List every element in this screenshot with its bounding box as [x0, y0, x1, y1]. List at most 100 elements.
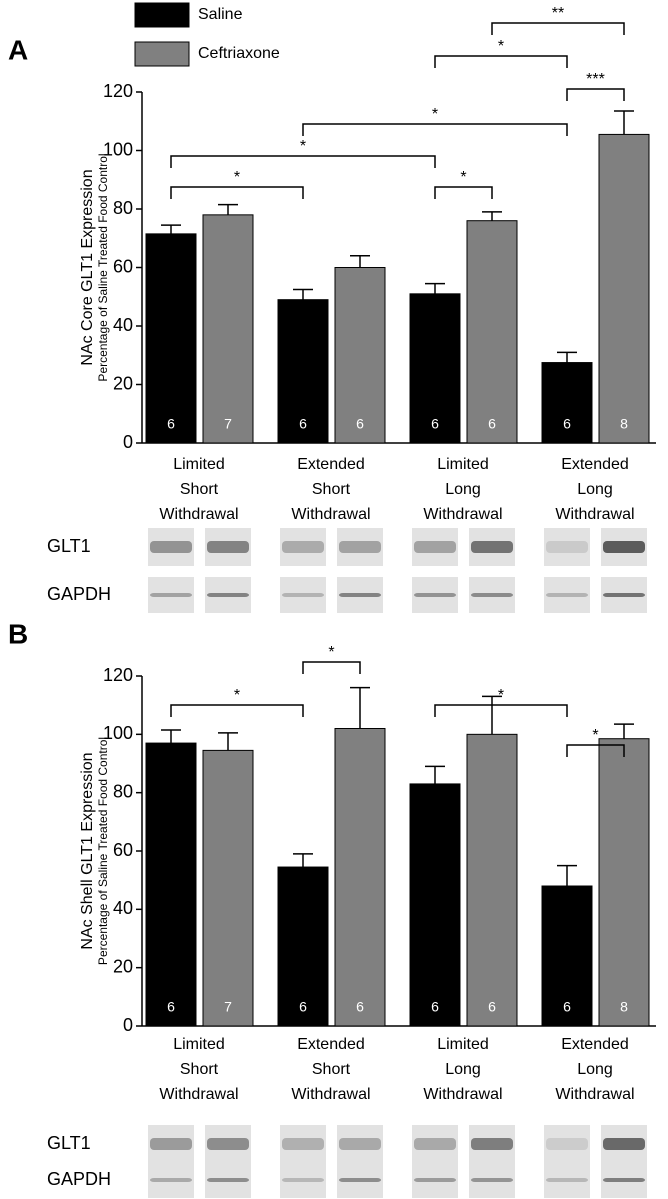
legend-swatch — [134, 41, 190, 67]
blot-lane — [280, 1125, 326, 1163]
n-label: 6 — [431, 416, 439, 432]
blot-lane — [544, 1162, 590, 1198]
significance-label: * — [432, 106, 438, 123]
x-tick-label: Long — [577, 481, 613, 498]
bar — [334, 728, 386, 1027]
y-tick-label: 120 — [103, 665, 133, 685]
x-tick-label: Limited — [173, 456, 225, 473]
significance-label: * — [498, 38, 504, 55]
bar — [541, 885, 593, 1027]
blot-label: GLT1 — [47, 536, 91, 556]
significance-label: * — [592, 727, 598, 744]
n-label: 8 — [620, 999, 628, 1015]
bar — [145, 742, 197, 1027]
blot-band — [603, 1178, 645, 1182]
n-label: 6 — [563, 416, 571, 432]
blot-band — [546, 541, 588, 553]
significance-bracket — [566, 88, 625, 101]
x-tick-label: Extended — [297, 456, 365, 473]
blot-band — [339, 593, 381, 597]
significance-bracket — [170, 155, 436, 168]
y-tick-label: 100 — [103, 723, 133, 743]
blot-band — [207, 1138, 249, 1150]
n-label: 6 — [167, 416, 175, 432]
blot-label: GAPDH — [47, 1169, 111, 1189]
significance-label: * — [328, 644, 334, 661]
significance-bracket — [566, 744, 625, 757]
n-label: 6 — [299, 416, 307, 432]
blot-lane — [148, 1162, 194, 1198]
n-label: 6 — [488, 416, 496, 432]
blot-band — [414, 1138, 456, 1150]
blot-band — [282, 1138, 324, 1150]
bar — [202, 749, 254, 1027]
blot-lane — [544, 1125, 590, 1163]
blot-lane — [280, 528, 326, 566]
blot-lane — [148, 1125, 194, 1163]
blot-band — [207, 541, 249, 553]
blot-band — [150, 1178, 192, 1182]
blot-band — [414, 1178, 456, 1182]
y-axis-sublabel: Percentage of Saline Treated Food Contro… — [96, 737, 110, 965]
bar — [334, 267, 386, 444]
blot-lane — [280, 577, 326, 613]
significance-label: ** — [552, 5, 564, 22]
y-tick-label: 60 — [113, 256, 133, 276]
y-tick-label: 0 — [123, 432, 133, 452]
blot-lane — [412, 1162, 458, 1198]
y-tick-label: 80 — [113, 781, 133, 801]
significance-bracket — [170, 704, 304, 717]
x-tick-label: Long — [577, 1061, 613, 1078]
significance-bracket — [491, 22, 625, 35]
bar — [202, 214, 254, 444]
blot-lane — [412, 528, 458, 566]
panel-label: B — [8, 618, 28, 649]
n-label: 6 — [299, 999, 307, 1015]
blot-band — [471, 1178, 513, 1182]
x-tick-label: Limited — [437, 456, 489, 473]
significance-label: * — [234, 169, 240, 186]
significance-bracket — [434, 55, 568, 68]
blot-band — [546, 1178, 588, 1182]
significance-bracket — [434, 186, 493, 199]
n-label: 7 — [224, 999, 232, 1015]
significance-label: *** — [586, 71, 605, 88]
blot-band — [603, 1138, 645, 1150]
y-tick-label: 100 — [103, 139, 133, 159]
blot-band — [603, 541, 645, 553]
blot-band — [150, 1138, 192, 1150]
blot-band — [414, 541, 456, 553]
bar — [598, 738, 650, 1027]
y-tick-label: 60 — [113, 840, 133, 860]
significance-label: * — [460, 169, 466, 186]
blot-lane — [337, 1125, 383, 1163]
blot-band — [339, 1138, 381, 1150]
bar — [466, 733, 518, 1027]
blot-band — [546, 593, 588, 597]
blot-band — [546, 1138, 588, 1150]
blot-band — [471, 1138, 513, 1150]
significance-label: * — [498, 687, 504, 704]
significance-label: * — [234, 687, 240, 704]
y-tick-label: 20 — [113, 956, 133, 976]
bar — [409, 783, 461, 1027]
blot-band — [282, 1178, 324, 1182]
significance-bracket — [302, 661, 361, 674]
x-tick-label: Withdrawal — [555, 1086, 634, 1103]
blot-band — [150, 593, 192, 597]
blot-label: GLT1 — [47, 1133, 91, 1153]
bar — [541, 362, 593, 444]
x-tick-label: Short — [180, 1061, 219, 1078]
legend-swatch — [134, 2, 190, 28]
y-tick-label: 0 — [123, 1015, 133, 1035]
n-label: 6 — [563, 999, 571, 1015]
blot-band — [339, 1178, 381, 1182]
n-label: 6 — [356, 416, 364, 432]
n-label: 6 — [356, 999, 364, 1015]
x-tick-label: Withdrawal — [423, 1086, 502, 1103]
blot-lane — [412, 1125, 458, 1163]
y-tick-label: 120 — [103, 81, 133, 101]
n-label: 6 — [167, 999, 175, 1015]
bar — [466, 220, 518, 444]
y-tick-label: 20 — [113, 373, 133, 393]
